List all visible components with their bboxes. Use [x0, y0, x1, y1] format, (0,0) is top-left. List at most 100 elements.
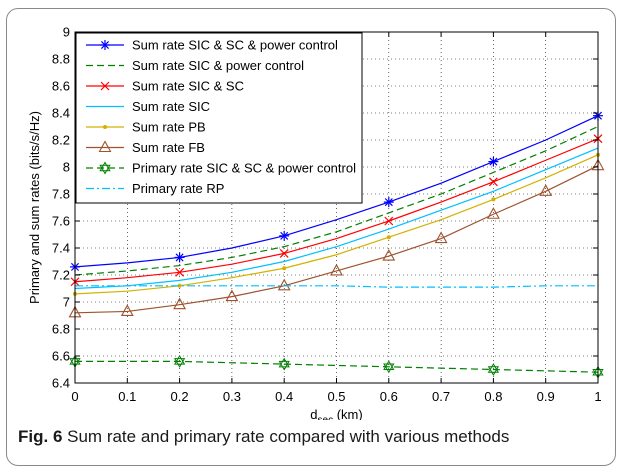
x-tick-label: 0	[71, 389, 78, 404]
y-tick-label: 9	[63, 25, 70, 40]
x-tick-label: 0.6	[380, 389, 398, 404]
legend-label: Sum rate SIC & SC & power control	[132, 38, 338, 53]
data-point-marker	[279, 248, 289, 258]
legend-item: Sum rate SIC	[86, 99, 210, 114]
data-point-marker	[488, 177, 498, 187]
legend-item: Sum rate SIC & SC	[86, 79, 244, 94]
data-point-marker	[382, 248, 396, 261]
legend-box	[75, 32, 363, 204]
data-point-marker	[383, 360, 395, 371]
figure-number: Fig. 6	[18, 427, 63, 446]
data-point-marker	[103, 125, 107, 129]
y-tick-label: 7.4	[52, 241, 70, 256]
series-3	[70, 134, 603, 287]
data-point-marker	[98, 140, 112, 153]
data-point-marker	[487, 366, 500, 376]
data-point-marker	[280, 231, 289, 240]
data-point-marker	[539, 184, 553, 196]
data-point-marker	[99, 161, 111, 172]
series-4	[74, 147, 599, 290]
caption-text: Sum rate and primary rate compared with …	[67, 427, 510, 446]
data-point-marker	[173, 358, 186, 368]
y-tick-label: 7.8	[52, 187, 70, 202]
legend-item: Sum rate SIC & power control	[86, 58, 304, 73]
legend-label: Sum rate SIC & power control	[132, 58, 304, 73]
y-tick-label: 7	[63, 295, 70, 310]
data-point-marker	[100, 40, 110, 50]
y-tick-label: 8.8	[52, 52, 70, 67]
data-point-marker	[99, 164, 111, 175]
data-point-marker	[173, 354, 186, 365]
data-point-marker	[277, 278, 291, 291]
series-8	[75, 285, 598, 288]
legend-label: Sum rate SIC & SC	[132, 79, 244, 94]
data-point-marker	[384, 216, 394, 226]
data-point-marker	[330, 263, 343, 276]
data-point-marker	[386, 235, 391, 240]
legend-label: Sum rate FB	[132, 140, 205, 155]
legend-label: Sum rate PB	[132, 120, 206, 135]
series-line	[75, 285, 598, 288]
legend-item: Sum rate FB	[86, 140, 205, 155]
series-2	[74, 125, 599, 276]
data-point-marker	[282, 266, 287, 271]
data-point-marker	[173, 297, 187, 310]
data-point-marker	[384, 198, 393, 207]
figure-caption: Fig. 6 Sum rate and primary rate compare…	[18, 427, 608, 447]
y-axis-label: Primary and sum rates (bits/s/Hz)	[27, 111, 42, 304]
series-line	[74, 147, 599, 290]
x-tick-label: 1	[594, 389, 601, 404]
series-line	[74, 138, 599, 283]
data-point-marker	[491, 197, 496, 202]
y-tick-label: 7.2	[52, 268, 70, 283]
legend-item: Primary rate SIC & SC & power control	[86, 161, 356, 176]
legend-label: Sum rate SIC	[132, 99, 210, 114]
x-tick-label: 0.2	[171, 389, 189, 404]
data-point-marker	[487, 363, 500, 373]
x-axis-label-sub: sec	[318, 415, 334, 420]
series-7	[69, 354, 604, 379]
data-point-marker	[225, 289, 239, 302]
data-point-marker	[175, 253, 184, 262]
x-axis-label-unit: (km)	[333, 407, 363, 420]
chart: 0 0.1 0.2 0.3 0.4 0.5 0.6 0.7 0.8 0.9 1 6.4 6.6 6.8 7 7…	[27, 25, 605, 420]
legend-label: Primary rate RP	[132, 181, 224, 196]
y-tick-label: 6.4	[52, 376, 70, 391]
y-tick-label: 6.6	[52, 349, 70, 364]
x-tick-label: 0.9	[537, 389, 555, 404]
x-tick-label: 0.4	[275, 389, 293, 404]
data-point-marker	[177, 283, 182, 288]
y-tick-label: 8.4	[52, 106, 70, 121]
series-line	[74, 165, 599, 314]
y-tick-label: 8.6	[52, 79, 70, 94]
data-point-marker	[278, 360, 290, 371]
data-point-marker	[383, 363, 395, 374]
y-tick-label: 8	[63, 160, 70, 175]
series-line	[74, 115, 599, 268]
y-tick-label: 8.2	[52, 133, 70, 148]
data-point-marker	[100, 81, 110, 91]
x-tick-label: 0.7	[432, 389, 450, 404]
x-tick-label: 0.5	[327, 389, 345, 404]
legend-item: Primary rate RP	[86, 181, 224, 196]
x-tick-label: 0.3	[223, 389, 241, 404]
ticks: 0 0.1 0.2 0.3 0.4 0.5 0.6 0.7 0.8 0.9 1 6.4 6.6 6.8 7 7…	[52, 25, 602, 405]
series-5	[73, 152, 600, 296]
x-axis-label-main: d	[310, 407, 317, 420]
series-line	[74, 125, 599, 276]
data-point-marker	[175, 267, 185, 277]
data-point-marker	[120, 304, 134, 317]
series-line	[74, 154, 599, 295]
data-point-marker	[486, 207, 500, 219]
x-axis-label: dsec (km)	[310, 407, 362, 420]
legend-label: Primary rate SIC & SC & power control	[132, 161, 356, 176]
x-tick-label: 0.1	[118, 389, 136, 404]
legend: Sum rate SIC & SC & power control Sum rat…	[75, 32, 363, 204]
series-line	[75, 360, 599, 373]
y-tick-label: 6.8	[52, 322, 70, 337]
legend-item: Sum rate SIC & SC & power control	[86, 38, 338, 53]
legend-item: Sum rate PB	[86, 120, 206, 135]
x-tick-label: 0.8	[484, 389, 502, 404]
data-point-marker	[434, 231, 448, 244]
y-tick-label: 7.6	[52, 214, 70, 229]
